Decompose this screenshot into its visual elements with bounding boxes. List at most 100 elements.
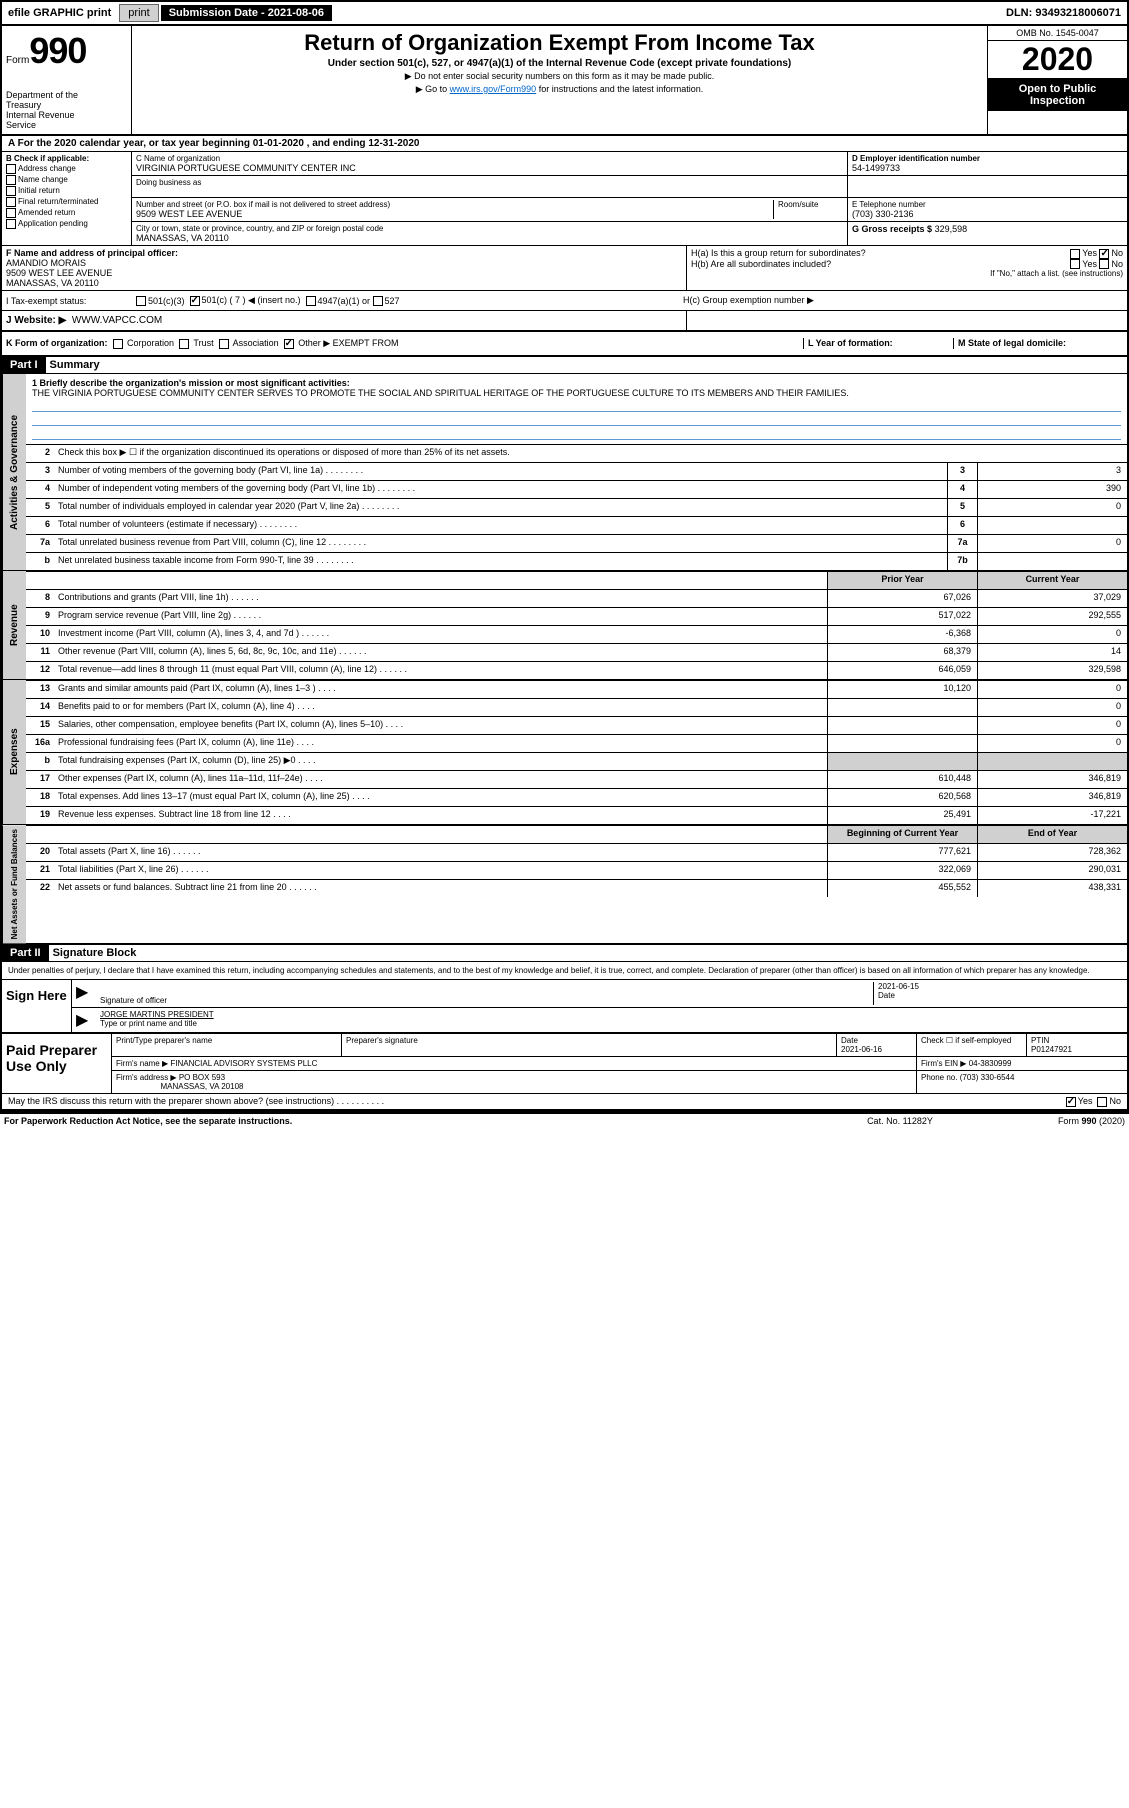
exp-row: 17Other expenses (Part IX, column (A), l… [26,770,1127,788]
sig-arrow-icon: ▶ [76,1010,100,1030]
gov-row: 7aTotal unrelated business revenue from … [26,534,1127,552]
box-deg: D Employer identification number 54-1499… [847,152,1127,245]
website-value: WWW.VAPCC.COM [72,315,162,326]
section-fh: F Name and address of principal officer:… [2,246,1127,291]
exp-row: 13Grants and similar amounts paid (Part … [26,680,1127,698]
exp-row: 16aProfessional fundraising fees (Part I… [26,734,1127,752]
box-b: B Check if applicable: Address change Na… [2,152,132,245]
part2-header: Part II Signature Block [2,945,1127,962]
officer-name: AMANDIO MORAIS [6,258,682,268]
sig-date: 2021-06-15 [878,982,1123,991]
gov-row: 5Total number of individuals employed in… [26,498,1127,516]
part1-header: Part I Summary [2,357,1127,374]
exp-row: 19Revenue less expenses. Subtract line 1… [26,806,1127,824]
org-name: VIRGINIA PORTUGUESE COMMUNITY CENTER INC [136,163,843,173]
side-netassets: Net Assets or Fund Balances [2,825,26,943]
phone-value: (703) 330-2136 [852,209,1123,219]
dln-label: DLN: 93493218006071 [1000,5,1127,21]
paid-preparer-block: Paid Preparer Use Only Print/Type prepar… [2,1032,1127,1093]
officer-name-title: JORGE MARTINS PRESIDENT [100,1010,1123,1019]
print-button[interactable]: print [119,4,158,22]
discuss-row: May the IRS discuss this return with the… [2,1093,1127,1111]
prep-date: 2021-06-16 [841,1045,882,1054]
omb-number: OMB No. 1545-0047 [988,26,1127,41]
side-governance: Activities & Governance [2,374,26,570]
net-row: 20Total assets (Part X, line 16) . . . .… [26,843,1127,861]
chk-discuss-no[interactable] [1097,1097,1107,1107]
chk-501c3[interactable] [136,296,146,306]
chk-corp[interactable] [113,339,123,349]
firm-addr1: PO BOX 593 [179,1073,225,1082]
signature-declaration: Under penalties of perjury, I declare th… [2,962,1127,979]
box-f: F Name and address of principal officer:… [2,246,687,290]
open-public-label: Open to Public Inspection [988,79,1127,111]
form-label: Form [6,55,29,66]
org-address: 9509 WEST LEE AVENUE [136,209,773,219]
revenue-section: Revenue Prior YearCurrent Year 8Contribu… [2,571,1127,680]
chk-final-return[interactable]: Final return/terminated [6,197,127,207]
ein-value: 54-1499733 [852,163,1123,173]
chk-501c[interactable] [190,296,200,306]
submission-date: Submission Date - 2021-08-06 [161,5,332,21]
sign-here-block: Sign Here ▶ Signature of officer 2021-06… [2,979,1127,1032]
gov-row: 4Number of independent voting members of… [26,480,1127,498]
rev-row: 12Total revenue—add lines 8 through 11 (… [26,661,1127,679]
line-a: A For the 2020 calendar year, or tax yea… [2,136,1127,152]
form-subtitle: Under section 501(c), 527, or 4947(a)(1)… [136,58,983,69]
rev-row: 10Investment income (Part VIII, column (… [26,625,1127,643]
form-title: Return of Organization Exempt From Incom… [136,30,983,56]
ptin-value: P01247921 [1031,1045,1072,1054]
chk-amended-return[interactable]: Amended return [6,208,127,218]
net-row: 22Net assets or fund balances. Subtract … [26,879,1127,897]
box-c: C Name of organization VIRGINIA PORTUGUE… [132,152,847,245]
firm-ein: 04-3830999 [969,1059,1012,1068]
side-expenses: Expenses [2,680,26,824]
department-label: Department of theTreasuryInternal Revenu… [6,90,127,130]
exp-row: bTotal fundraising expenses (Part IX, co… [26,752,1127,770]
efile-label: efile GRAPHIC print [2,5,117,21]
line-k: K Form of organization: Corporation Trus… [2,332,1127,357]
chk-name-change[interactable]: Name change [6,175,127,185]
form-note1: ▶ Do not enter social security numbers o… [136,71,983,82]
net-row: 21Total liabilities (Part X, line 26) . … [26,861,1127,879]
line-i: I Tax-exempt status: 501(c)(3) 501(c) ( … [2,291,1127,311]
form-number: 990 [29,30,86,72]
exp-row: 14Benefits paid to or for members (Part … [26,698,1127,716]
firm-addr2: MANASSAS, VA 20108 [160,1082,243,1091]
netassets-section: Net Assets or Fund Balances Beginning of… [2,825,1127,945]
top-bar: efile GRAPHIC print print Submission Dat… [2,2,1127,26]
footer: For Paperwork Reduction Act Notice, see … [0,1113,1129,1128]
exp-row: 18Total expenses. Add lines 13–17 (must … [26,788,1127,806]
form-header: Form 990 Department of theTreasuryIntern… [2,26,1127,136]
line-j: J Website: ▶ WWW.VAPCC.COM [2,311,1127,332]
prep-phone: (703) 330-6544 [960,1073,1015,1082]
chk-other[interactable] [284,339,294,349]
chk-address-change[interactable]: Address change [6,164,127,174]
chk-initial-return[interactable]: Initial return [6,186,127,196]
gov-row: bNet unrelated business taxable income f… [26,552,1127,570]
sig-arrow-icon: ▶ [76,982,100,1005]
chk-discuss-yes[interactable] [1066,1097,1076,1107]
firm-name: FINANCIAL ADVISORY SYSTEMS PLLC [170,1059,317,1068]
gross-receipts: 329,598 [935,224,968,234]
chk-4947[interactable] [306,296,316,306]
org-city: MANASSAS, VA 20110 [136,233,843,243]
form-note2: ▶ Go to www.irs.gov/Form990 for instruct… [136,84,983,95]
gov-row: 3Number of voting members of the governi… [26,462,1127,480]
exp-row: 15Salaries, other compensation, employee… [26,716,1127,734]
side-revenue: Revenue [2,571,26,679]
box-h: H(a) Is this a group return for subordin… [687,246,1127,290]
gov-row: 6Total number of volunteers (estimate if… [26,516,1127,534]
chk-application-pending[interactable]: Application pending [6,219,127,229]
section-bcd: B Check if applicable: Address change Na… [2,152,1127,246]
rev-row: 11Other revenue (Part VIII, column (A), … [26,643,1127,661]
rev-row: 9Program service revenue (Part VIII, lin… [26,607,1127,625]
tax-year: 2020 [988,41,1127,79]
chk-527[interactable] [373,296,383,306]
instructions-link[interactable]: www.irs.gov/Form990 [450,84,537,94]
mission-text: THE VIRGINIA PORTUGUESE COMMUNITY CENTER… [32,388,849,398]
chk-assoc[interactable] [219,339,229,349]
governance-section: Activities & Governance 1 Briefly descri… [2,374,1127,571]
chk-trust[interactable] [179,339,189,349]
expenses-section: Expenses 13Grants and similar amounts pa… [2,680,1127,825]
